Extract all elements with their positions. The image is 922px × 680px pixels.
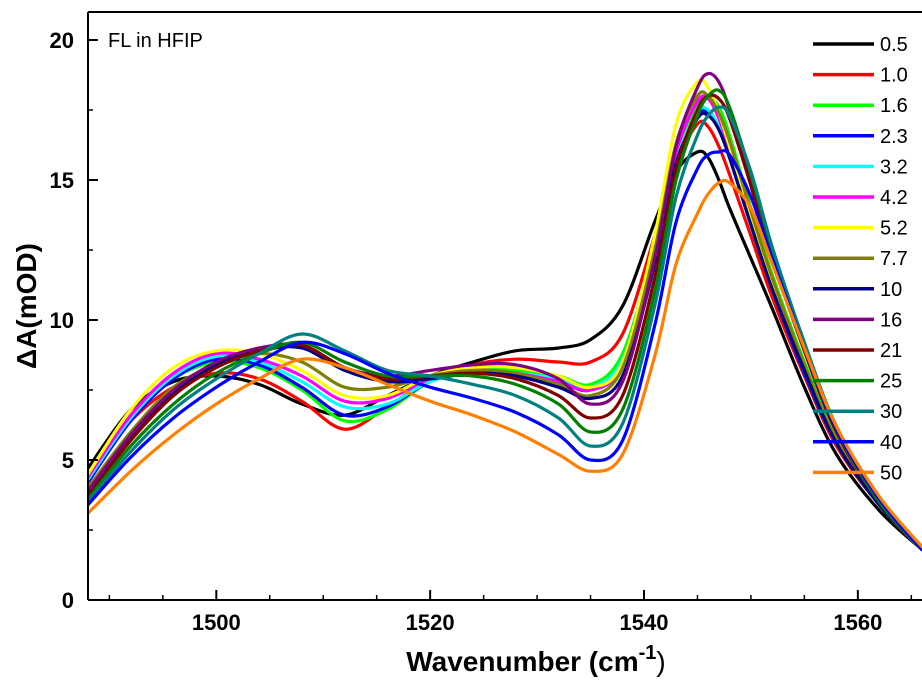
legend-item: 21 bbox=[813, 340, 902, 362]
x-axis-title-close: ) bbox=[656, 646, 665, 677]
y-tick-label: 10 bbox=[50, 308, 74, 333]
legend-item: 7.7 bbox=[813, 248, 908, 270]
legend-label: 1.0 bbox=[880, 65, 908, 87]
y-tick-label: 5 bbox=[62, 448, 74, 473]
x-axis-title: Wavenumber (cm-1) bbox=[406, 642, 665, 677]
legend-label: 10 bbox=[880, 279, 902, 301]
legend-item: 50 bbox=[813, 462, 902, 484]
x-tick-label: 1500 bbox=[192, 610, 241, 635]
plot-area bbox=[88, 12, 922, 600]
legend-label: 25 bbox=[880, 371, 902, 393]
y-axis-title: ΔA(mOD) bbox=[11, 243, 42, 369]
y-tick-label: 0 bbox=[62, 588, 74, 613]
series-line-1.0 bbox=[88, 119, 922, 549]
legend-label: 16 bbox=[880, 309, 902, 331]
legend: 0.5 1.0 1.6 2.3 3.2 4.2 5.2 7.7 10 16 21 25 30 40 50 bbox=[813, 34, 908, 484]
x-tick-label: 1520 bbox=[406, 610, 455, 635]
legend-item: 25 bbox=[813, 371, 902, 393]
legend-label: 4.2 bbox=[880, 187, 908, 209]
series-layer bbox=[88, 71, 922, 552]
series-line-30 bbox=[88, 105, 922, 552]
legend-item: 0.5 bbox=[813, 34, 908, 56]
legend-label: 1.6 bbox=[880, 95, 908, 117]
legend-label: 21 bbox=[880, 340, 902, 362]
series-line-40 bbox=[88, 148, 922, 552]
series-line-50 bbox=[88, 178, 922, 549]
x-axis-title-superscript: -1 bbox=[639, 642, 657, 664]
legend-item: 40 bbox=[813, 432, 902, 454]
chart-annotation: FL in HFIP bbox=[108, 30, 203, 52]
legend-item: 16 bbox=[813, 309, 902, 331]
legend-item: 4.2 bbox=[813, 187, 908, 209]
x-tick-label: 1560 bbox=[833, 610, 882, 635]
legend-item: 10 bbox=[813, 279, 902, 301]
x-tick-label: 1540 bbox=[620, 610, 669, 635]
y-tick-label: 20 bbox=[50, 28, 74, 53]
legend-label: 3.2 bbox=[880, 156, 908, 178]
legend-item: 3.2 bbox=[813, 156, 908, 178]
legend-label: 2.3 bbox=[880, 126, 908, 148]
y-tick-label: 15 bbox=[50, 168, 74, 193]
legend-item: 30 bbox=[813, 401, 902, 423]
legend-label: 40 bbox=[880, 432, 902, 454]
legend-label: 30 bbox=[880, 401, 902, 423]
series-line-0.5 bbox=[88, 149, 922, 552]
legend-label: 5.2 bbox=[880, 218, 908, 240]
legend-item: 1.6 bbox=[813, 95, 908, 117]
legend-item: 2.3 bbox=[813, 126, 908, 148]
x-axis-title-main: Wavenumber (cm bbox=[406, 646, 638, 677]
legend-label: 7.7 bbox=[880, 248, 908, 270]
legend-label: 50 bbox=[880, 462, 902, 484]
legend-item: 5.2 bbox=[813, 218, 908, 240]
legend-item: 1.0 bbox=[813, 65, 908, 87]
legend-label: 0.5 bbox=[880, 34, 908, 56]
